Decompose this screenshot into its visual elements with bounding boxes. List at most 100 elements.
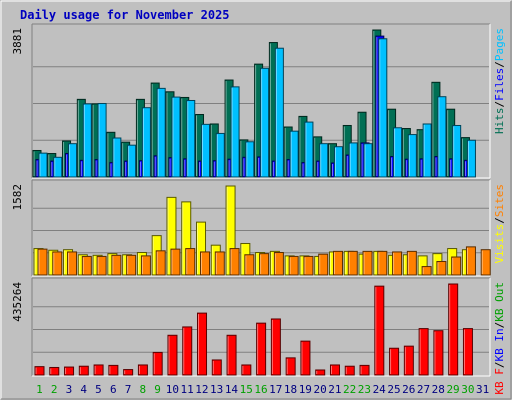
bar-pages-day-29 (452, 124, 462, 178)
x-tick-label: 25 (387, 383, 400, 396)
legend-entry: / (493, 61, 506, 68)
bar-sites-day-24 (377, 250, 388, 276)
x-tick-label: 20 (313, 383, 326, 396)
scale-label: 1582 (11, 184, 24, 211)
bar-kb-f-day-29 (448, 283, 459, 376)
x-tick-label: 23 (358, 383, 371, 396)
x-tick-label: 1 (36, 383, 43, 396)
bar-kb-f-day-16 (256, 322, 267, 376)
legend-entry: Pages (493, 28, 506, 61)
bar-pages-day-8 (141, 107, 151, 178)
bar-sites-day-13 (214, 251, 225, 276)
bar-kb-f-day-3 (64, 366, 75, 376)
x-tick-label: 3 (66, 383, 73, 396)
bar-sites-day-16 (259, 253, 270, 276)
bar-kb-f-day-25 (389, 347, 400, 376)
bar-pages-day-4 (82, 103, 92, 178)
x-tick-label: 5 (95, 383, 102, 396)
bar-sites-day-15 (244, 254, 255, 276)
x-tick-label: 28 (432, 383, 445, 396)
bar-sites-day-7 (126, 254, 137, 276)
bar-sites-day-8 (140, 255, 151, 276)
bar-pages-day-19 (304, 121, 314, 178)
x-tick-label: 26 (402, 383, 415, 396)
x-tick-label: 24 (373, 383, 387, 396)
bar-pages-day-17 (274, 47, 284, 178)
bar-pages-day-30 (466, 139, 476, 178)
x-tick-label: 21 (328, 383, 341, 396)
legend: KB F/KB In/KB Out (493, 282, 506, 395)
bar-kb-f-day-12 (197, 312, 208, 376)
bar-kb-f-day-30 (462, 328, 473, 376)
bar-sites-day-25 (392, 251, 403, 276)
x-tick-label: 8 (139, 383, 146, 396)
bar-pages-day-28 (437, 96, 447, 178)
x-tick-label: 22 (343, 383, 356, 396)
legend-entry: KB Out (493, 282, 506, 322)
bar-pages-day-15 (245, 141, 255, 178)
bar-kb-f-day-13 (211, 359, 222, 376)
bar-pages-day-12 (201, 123, 211, 178)
bar-sites-day-10 (170, 248, 181, 276)
bar-kb-f-day-5 (93, 364, 104, 376)
bar-pages-day-11 (186, 99, 196, 178)
bar-pages-day-2 (53, 156, 63, 178)
bar-sites-day-6 (111, 254, 122, 276)
bar-sites-day-11 (185, 248, 196, 276)
bar-kb-f-day-19 (300, 340, 311, 376)
x-tick-label: 2 (51, 383, 58, 396)
scale-label: 3881 (11, 28, 24, 55)
bar-sites-day-18 (288, 255, 299, 276)
legend-entry: / (493, 322, 506, 329)
scale-label: 435264 (11, 282, 24, 322)
bar-sites-day-1 (37, 248, 48, 276)
bar-sites-day-12 (200, 251, 211, 276)
x-tick-label: 18 (284, 383, 297, 396)
x-tick-label: 10 (166, 383, 179, 396)
bar-pages-day-26 (407, 134, 417, 178)
legend-entry: KB F (493, 368, 506, 395)
bar-kb-f-day-23 (359, 364, 370, 376)
x-tick-label: 29 (446, 383, 459, 396)
bar-pages-day-1 (38, 152, 48, 178)
bar-kb-f-day-28 (433, 330, 444, 376)
bar-pages-day-3 (68, 143, 78, 178)
x-tick-label: 17 (269, 383, 282, 396)
x-tick-label: 14 (225, 383, 239, 396)
x-tick-label: 12 (195, 383, 208, 396)
bar-pages-day-7 (127, 144, 137, 178)
legend-entry: Hits (493, 108, 506, 135)
x-tick-label: 11 (181, 383, 194, 396)
bar-kb-f-day-9 (152, 351, 163, 376)
bar-sites-day-23 (362, 250, 373, 276)
visits-panel: 1582 Visits/Sites (11, 179, 506, 277)
bar-pages-day-21 (333, 146, 343, 178)
bar-sites-day-4 (81, 255, 92, 276)
bar-pages-day-16 (260, 67, 270, 178)
bar-sites-day-9 (155, 250, 166, 276)
bar-pages-day-24 (378, 38, 388, 178)
x-tick-label: 15 (240, 383, 253, 396)
x-tick-label: 27 (417, 383, 430, 396)
bar-pages-day-6 (112, 137, 122, 178)
bar-kb-f-day-2 (49, 366, 60, 376)
legend-entry: Files (493, 68, 506, 101)
bar-kb-f-day-15 (241, 364, 252, 376)
bar-pages-day-23 (363, 143, 373, 178)
x-tick-label: 13 (210, 383, 223, 396)
x-tick-label: 16 (254, 383, 267, 396)
legend-entry: KB In (493, 328, 506, 361)
x-tick-label: 31 (476, 383, 489, 396)
bar-kb-f-day-10 (167, 334, 178, 376)
bar-kb-f-day-8 (137, 364, 148, 376)
legend: Hits/Files/Pages (493, 28, 506, 134)
bar-sites-day-29 (451, 256, 462, 276)
bar-pages-day-5 (97, 103, 107, 178)
chart-panels: 3881Hits/Files/Pages1582Visits/Sites4352… (11, 23, 506, 395)
bar-kb-f-day-20 (315, 369, 326, 376)
bar-sites-day-28 (436, 260, 447, 276)
bar-kb-f-day-24 (374, 285, 385, 376)
bar-sites-day-30 (465, 246, 476, 276)
bar-kb-f-day-18 (285, 357, 296, 376)
